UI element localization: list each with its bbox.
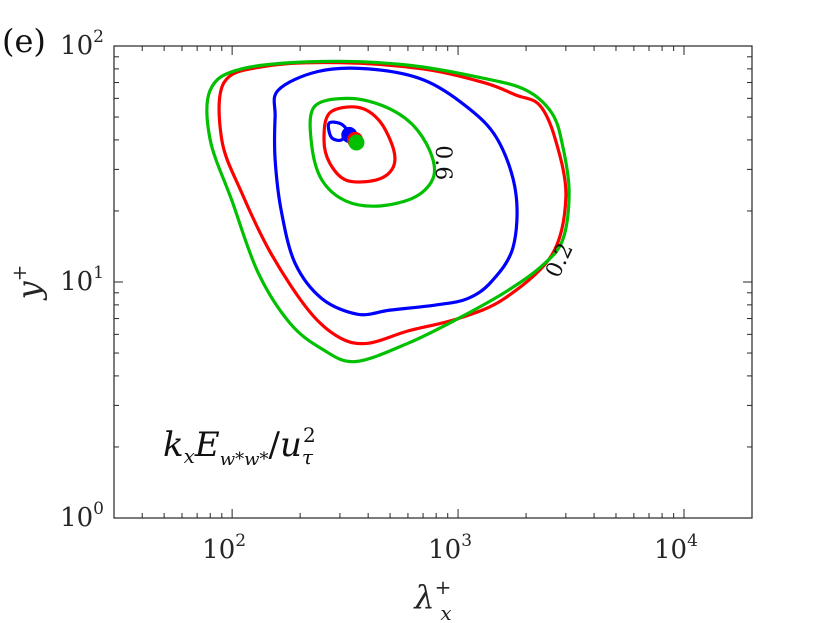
x-tick-label: 104 <box>654 531 698 565</box>
x-axis-title: λ+ x <box>412 575 451 623</box>
y-tick-labels: 100 101 102 <box>60 27 104 533</box>
major-ticks <box>114 45 752 519</box>
y-tick-label: 100 <box>60 499 104 533</box>
y-tick-label: 102 <box>60 27 104 61</box>
x-tick-labels: 102 103 104 <box>202 531 698 565</box>
y-tick-label: 101 <box>60 263 104 297</box>
x-tick-label: 102 <box>202 531 246 565</box>
minor-ticks <box>113 46 753 518</box>
contour-line-1-level-0.6 <box>322 105 397 184</box>
x-tick-label: 103 <box>428 531 472 565</box>
contour-line-2-level-0.6 <box>308 96 437 208</box>
contour-line-1-level-0.2 <box>217 60 568 346</box>
colorbar-quantity-annotation: kxEw*w*/uτ2 <box>163 423 316 470</box>
y-axis-title: y+ <box>7 265 48 302</box>
contour-line-2-level-0.2 <box>205 59 571 364</box>
peak-markers <box>341 126 365 151</box>
contour-label-0.6: 0.6 <box>430 145 455 180</box>
contour-line-0-level-0.2 <box>272 66 519 317</box>
peak-marker-2 <box>348 134 365 151</box>
panel-label: (e) <box>2 22 46 60</box>
contour-lines <box>205 59 571 364</box>
